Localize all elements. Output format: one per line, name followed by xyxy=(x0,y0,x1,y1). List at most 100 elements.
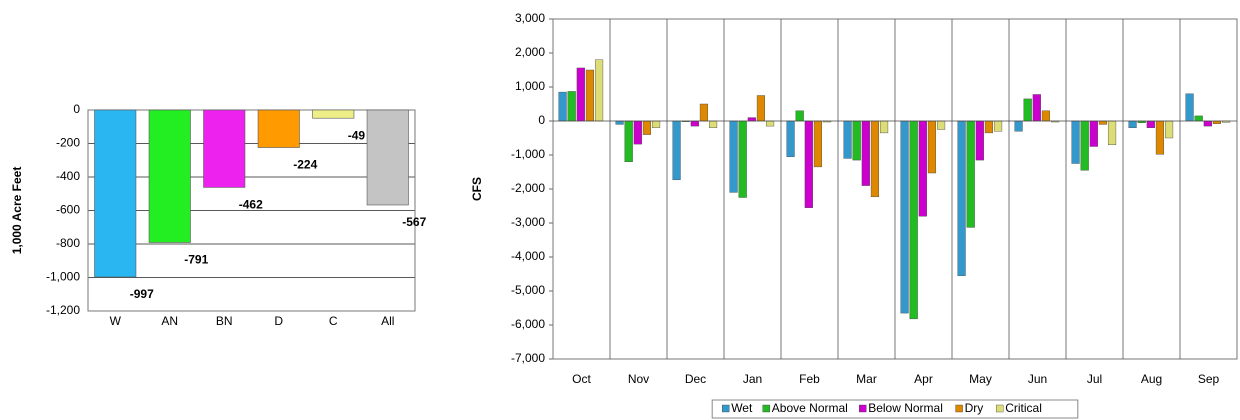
bar xyxy=(756,95,766,122)
x-tick-label: Feb xyxy=(799,372,820,386)
legend-box xyxy=(711,399,1079,419)
y-tick-label: -1,200 xyxy=(46,303,80,317)
bar xyxy=(672,120,681,181)
bar xyxy=(1185,93,1194,122)
y-tick-label: -7,000 xyxy=(511,351,545,365)
x-tick-label: W xyxy=(110,314,122,328)
data-label: -791 xyxy=(184,253,208,267)
bar xyxy=(633,120,642,145)
x-tick-label: Nov xyxy=(628,372,649,386)
y-tick-label: 3,000 xyxy=(515,11,545,25)
bar xyxy=(1014,120,1023,132)
bar xyxy=(966,120,975,228)
x-tick-label: BN xyxy=(216,314,233,328)
bar xyxy=(861,120,870,186)
bar xyxy=(94,109,137,278)
bar xyxy=(738,120,747,198)
y-tick-label: -1,000 xyxy=(46,270,80,284)
y-tick-label: 1,000 xyxy=(515,79,545,93)
legend-swatch xyxy=(762,404,770,413)
bar xyxy=(624,120,633,162)
y-tick-label: -5,000 xyxy=(511,283,545,297)
bar xyxy=(927,120,937,174)
bar xyxy=(651,120,661,128)
x-tick-label: May xyxy=(969,372,992,386)
x-tick-label: All xyxy=(381,314,394,328)
bar xyxy=(1089,120,1098,147)
bar xyxy=(729,120,738,193)
bar xyxy=(615,120,624,125)
y-tick-label: -2,000 xyxy=(511,181,545,195)
x-tick-label: Mar xyxy=(856,372,877,386)
bar xyxy=(843,120,852,159)
bar xyxy=(366,109,409,206)
y-tick-label: 2,000 xyxy=(515,45,545,59)
bar xyxy=(1041,110,1051,122)
bar xyxy=(708,120,718,128)
legend-label: Wet xyxy=(731,401,753,415)
legend-swatch xyxy=(996,404,1004,413)
x-tick-label: D xyxy=(274,314,283,328)
legend-swatch xyxy=(722,404,730,413)
data-label: -462 xyxy=(239,198,263,212)
bar xyxy=(993,120,1003,132)
bar xyxy=(918,120,927,217)
bar xyxy=(1107,120,1117,145)
bar xyxy=(576,67,585,122)
bar xyxy=(642,120,652,135)
bar xyxy=(1212,120,1222,124)
y-tick-label: -4,000 xyxy=(511,249,545,263)
legend-label: Dry xyxy=(965,401,984,415)
bar xyxy=(567,91,576,122)
bar xyxy=(699,103,709,122)
bar xyxy=(879,120,889,134)
bar xyxy=(984,120,994,134)
data-label: -567 xyxy=(402,215,426,229)
bar xyxy=(558,91,567,122)
bar xyxy=(936,120,946,130)
data-label: -224 xyxy=(293,158,317,172)
bar xyxy=(1071,120,1080,164)
bar xyxy=(747,117,756,122)
y-tick-label: -200 xyxy=(56,136,80,150)
bar xyxy=(257,109,300,148)
x-tick-label: AN xyxy=(161,314,178,328)
x-tick-label: Jan xyxy=(743,372,762,386)
bar xyxy=(765,120,775,127)
y-axis-label: CFS xyxy=(470,177,484,201)
y-tick-label: -400 xyxy=(56,169,80,183)
y-tick-label: 0 xyxy=(538,113,545,127)
y-axis-label: 1,000 Acre Feet xyxy=(10,167,24,255)
bar xyxy=(786,120,795,157)
x-tick-label: Dec xyxy=(685,372,706,386)
legend-label: Below Normal xyxy=(868,401,943,415)
bar xyxy=(1032,94,1041,122)
legend-swatch xyxy=(955,404,963,413)
bar xyxy=(1203,120,1212,127)
y-tick-label: 0 xyxy=(73,102,80,116)
bar xyxy=(1098,120,1108,125)
bar xyxy=(1146,120,1155,128)
bar xyxy=(804,120,813,208)
legend: Wet Above Normal Below Normal Dry Critical xyxy=(711,399,1079,419)
bar xyxy=(1023,98,1032,122)
x-tick-label: Jul xyxy=(1087,372,1102,386)
bar xyxy=(203,109,246,188)
legend-label: Above Normal xyxy=(772,401,848,415)
legend-swatch xyxy=(859,404,867,413)
y-tick-label: -6,000 xyxy=(511,317,545,331)
y-tick-label: -1,000 xyxy=(511,147,545,161)
bar xyxy=(312,109,355,119)
bar xyxy=(1080,120,1089,171)
bar xyxy=(1164,120,1174,139)
y-tick-label: -600 xyxy=(56,203,80,217)
bar xyxy=(1155,120,1165,155)
y-tick-label: -800 xyxy=(56,236,80,250)
x-tick-label: Aug xyxy=(1141,372,1162,386)
bar xyxy=(1128,120,1137,128)
plot-border xyxy=(87,109,416,312)
bar xyxy=(813,120,823,168)
x-tick-label: Jun xyxy=(1028,372,1047,386)
bar xyxy=(900,120,909,314)
